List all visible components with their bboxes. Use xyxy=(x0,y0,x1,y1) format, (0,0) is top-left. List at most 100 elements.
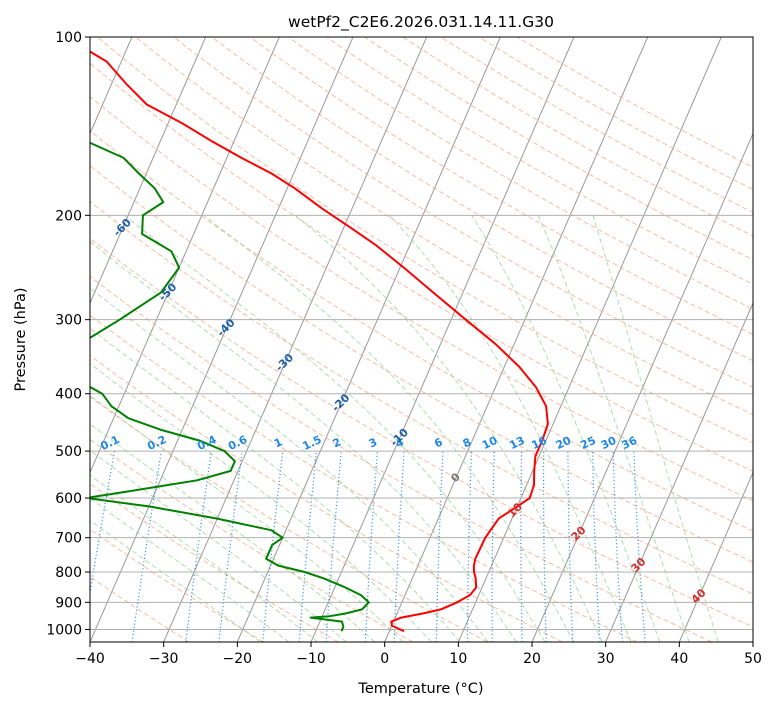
y-tick-label: 700 xyxy=(55,531,82,547)
moist-adiabat-line xyxy=(90,363,432,642)
mixing-ratio-label: 10 xyxy=(480,434,500,452)
mixing-ratio-line xyxy=(567,451,574,642)
isotherm-line xyxy=(90,37,280,474)
dry-adiabat-line xyxy=(173,37,753,388)
x-tick-label: 40 xyxy=(670,651,688,667)
moist-adiabat-line xyxy=(123,214,546,642)
x-tick-label: 20 xyxy=(523,651,541,667)
dry-adiabat-line xyxy=(135,37,753,416)
x-tick-label: 10 xyxy=(449,651,467,667)
dry-adiabat-line xyxy=(211,37,753,362)
moist-adiabat-line xyxy=(295,214,603,642)
moist-adiabat-line xyxy=(90,474,319,642)
isotherm-line xyxy=(531,132,753,642)
x-tick-label: 50 xyxy=(744,651,762,667)
y-tick-label: 300 xyxy=(55,313,82,329)
mixing-ratio-label: 20 xyxy=(554,434,574,452)
isotherm-line xyxy=(605,301,753,642)
dry-adiabat-line xyxy=(90,200,753,595)
mixing-ratio-label: 16 xyxy=(530,434,550,452)
isotherm-line xyxy=(90,37,354,642)
isotherm-line xyxy=(384,37,649,642)
mixing-ratio-line xyxy=(633,451,646,642)
mixing-ratio-line xyxy=(466,451,473,642)
temperature-profile-line xyxy=(90,50,549,633)
x-tick-label: 0 xyxy=(380,651,389,667)
x-tick-label: 30 xyxy=(597,651,615,667)
y-tick-label: 100 xyxy=(55,30,82,46)
moist-adiabat-line xyxy=(90,423,376,642)
y-tick-label: 1000 xyxy=(46,622,82,638)
y-tick-label: 200 xyxy=(55,208,82,224)
moist-adiabat-line xyxy=(537,215,690,642)
mixing-ratio-line xyxy=(592,451,601,642)
dry-adiabat-line xyxy=(90,62,753,472)
background-lines xyxy=(90,37,753,642)
axes: −40 −30 −20 −10 0 10 20 30 40 50 100 200 300 400 500 60… xyxy=(46,30,762,667)
x-axis-label: Temperature (°C) xyxy=(357,681,483,697)
mixing-ratio-line xyxy=(131,451,162,642)
moist-adiabat-line xyxy=(90,394,404,642)
mixing-ratio-label: 13 xyxy=(507,434,526,452)
y-axis-label: Pressure (hPa) xyxy=(13,287,29,391)
mixing-ratio-label: 36 xyxy=(620,434,640,452)
mixing-ratio-line xyxy=(298,451,318,642)
moist-adiabat-line xyxy=(90,241,517,642)
mixing-ratio-line xyxy=(612,451,623,642)
mixing-ratio-line xyxy=(543,451,547,642)
dry-adiabat-line xyxy=(287,37,753,310)
dry-adiabat-line xyxy=(90,165,753,563)
y-tick-label: 800 xyxy=(55,565,82,581)
dry-adiabat-line xyxy=(90,130,753,532)
dry-adiabat-line xyxy=(90,237,753,628)
y-tick-label: 600 xyxy=(55,491,82,507)
isotherm-line xyxy=(163,37,428,642)
pressure-gridlines xyxy=(90,37,753,630)
x-tick-label: −40 xyxy=(75,651,105,667)
x-tick-label: −20 xyxy=(223,651,253,667)
y-tick-label: 400 xyxy=(55,387,82,403)
isotherm-line xyxy=(236,37,501,642)
dry-adiabat-line xyxy=(326,37,753,285)
isotherm-line xyxy=(678,471,753,642)
mixing-ratio-line xyxy=(325,451,342,642)
dry-adiabat-line xyxy=(402,37,753,237)
moist-adiabat-line xyxy=(90,449,347,642)
x-tick-label: −30 xyxy=(149,651,179,667)
mixing-ratio-label: 30 xyxy=(599,434,619,452)
isotherm-line xyxy=(310,37,575,642)
moist-adiabat-line xyxy=(592,215,719,642)
dry-adiabat-line xyxy=(90,275,712,642)
mixing-ratio-line xyxy=(364,451,379,642)
x-tick-label: −10 xyxy=(296,651,326,667)
dry-adiabat-line xyxy=(90,314,638,642)
mixing-ratio-line xyxy=(90,450,116,597)
mixing-ratio-line xyxy=(393,451,405,642)
moist-adiabat-line xyxy=(90,287,489,642)
dry-adiabat-line xyxy=(97,37,753,444)
mixing-ratio-line xyxy=(491,451,495,642)
moist-adiabat-line xyxy=(388,214,632,642)
moist-adiabat-line xyxy=(90,497,290,642)
dewpoint-profile-line xyxy=(90,141,370,632)
profile-series xyxy=(90,50,549,633)
mixing-ratio-label: 25 xyxy=(578,434,597,452)
chart-title: wetPf2_C2E6.2026.031.14.11.G30 xyxy=(288,13,554,32)
y-tick-label: 900 xyxy=(55,595,82,611)
mixing-ratio-line xyxy=(185,451,212,642)
dry-adiabat-line xyxy=(90,483,339,642)
moist-adiabat-line xyxy=(203,214,575,642)
dry-adiabat-line xyxy=(90,95,753,502)
mixing-ratio-line xyxy=(218,451,243,642)
isotherm-line xyxy=(90,37,207,305)
y-tick-label: 500 xyxy=(55,444,82,460)
mixing-ratio-line xyxy=(520,451,523,642)
isotherm-line xyxy=(457,37,722,642)
dry-adiabat-line xyxy=(440,37,753,214)
moist-adiabat-line xyxy=(90,327,461,642)
dry-adiabat-line xyxy=(90,528,264,642)
plot-frame xyxy=(89,36,754,643)
mixing-ratio-line xyxy=(262,451,284,642)
